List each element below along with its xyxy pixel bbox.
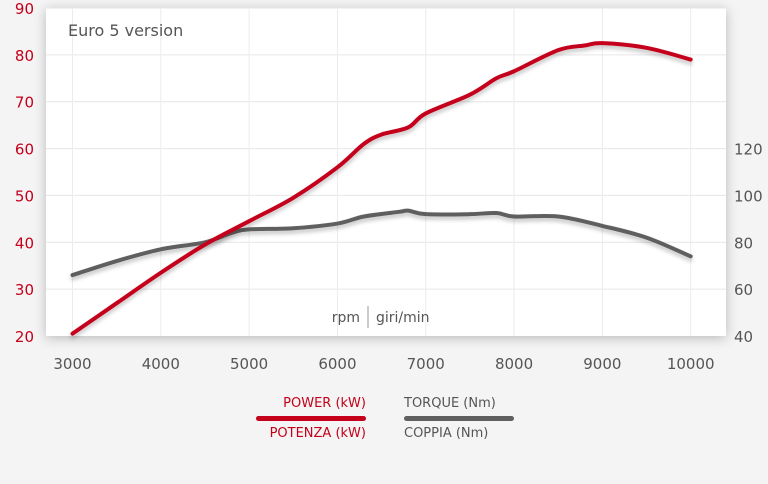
y-left-tick-label: 70	[15, 94, 34, 112]
legend-power-label-en: POWER (kW)	[283, 396, 366, 411]
y-axis-right: 40 60 80 100 120	[734, 141, 763, 346]
grid	[46, 7, 726, 336]
y-axis-left: 20 30 40 50 60 70 80 90	[15, 0, 34, 346]
x-axis-label-giri: giri/min	[376, 310, 430, 326]
x-tick-label: 3000	[53, 355, 91, 373]
legend-torque-swatch	[404, 416, 514, 421]
y-left-tick-label: 60	[15, 141, 34, 159]
legend-power: POWER (kW) POTENZA (kW)	[250, 396, 366, 441]
x-axis-label: rpm giri/min	[332, 306, 430, 328]
legend-power-label-it: POTENZA (kW)	[269, 426, 366, 441]
y-left-tick-label: 30	[15, 281, 34, 299]
x-tick-label: 4000	[142, 355, 180, 373]
legend-torque: TORQUE (Nm) COPPIA (Nm)	[404, 396, 534, 441]
x-axis: 3000 4000 5000 6000 7000 8000 9000 10000	[53, 355, 714, 373]
x-tick-label: 9000	[583, 355, 621, 373]
x-tick-label: 8000	[495, 355, 533, 373]
x-tick-label: 7000	[407, 355, 445, 373]
torque-series-line	[70, 208, 693, 278]
y-left-tick-label: 50	[15, 187, 34, 205]
y-right-tick-label: 100	[734, 187, 763, 205]
legend-torque-label-it: COPPIA (Nm)	[404, 426, 489, 441]
x-tick-label: 6000	[318, 355, 356, 373]
legend-torque-label-en: TORQUE (Nm)	[404, 396, 496, 411]
y-right-tick-label: 120	[734, 141, 763, 159]
x-tick-label: 5000	[230, 355, 268, 373]
x-axis-label-rpm: rpm	[332, 310, 360, 326]
y-left-tick-label: 90	[15, 0, 34, 18]
series-layer	[70, 41, 693, 336]
x-tick-label: 10000	[667, 355, 715, 373]
y-left-tick-label: 20	[15, 328, 34, 346]
plot-area	[46, 8, 726, 336]
power-series-line	[70, 41, 693, 336]
y-right-tick-label: 40	[734, 328, 753, 346]
y-left-tick-label: 80	[15, 47, 34, 65]
y-left-tick-label: 40	[15, 234, 34, 252]
y-right-tick-label: 80	[734, 234, 753, 252]
legend-power-swatch	[256, 416, 366, 421]
y-right-tick-label: 60	[734, 281, 753, 299]
chart-subtitle: Euro 5 version	[68, 21, 183, 40]
